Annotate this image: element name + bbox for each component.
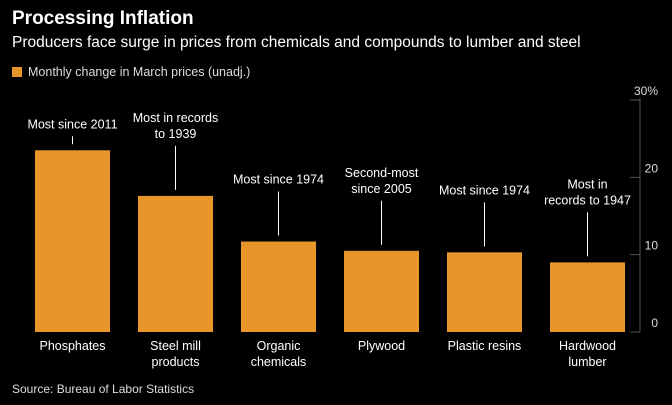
bar xyxy=(344,250,419,332)
chart-title: Processing Inflation xyxy=(12,8,194,29)
x-category-label: Phosphates xyxy=(39,339,105,353)
x-category-label: Plywood xyxy=(358,339,405,353)
annotation-label: Most in records to 1947 xyxy=(544,177,631,207)
legend-swatch xyxy=(12,67,22,77)
source-note: Source: Bureau of Labor Statistics xyxy=(12,382,195,396)
x-category-label: Steel mill products xyxy=(150,339,201,369)
bar xyxy=(241,241,316,332)
annotation-label: Most since 1974 xyxy=(233,173,324,187)
legend: Monthly change in March prices (unadj.) xyxy=(12,65,250,79)
annotation-label: Most in records to 1939 xyxy=(133,111,218,141)
y-tick-label: 0 xyxy=(651,316,658,330)
annotation-label: Second-most since 2005 xyxy=(345,166,419,196)
x-category-label: Plastic resins xyxy=(448,339,522,353)
annotation-label: Most since 1974 xyxy=(439,183,530,197)
y-tick-label: 10 xyxy=(645,239,659,253)
chart-subtitle: Producers face surge in prices from chem… xyxy=(12,34,581,51)
legend-label: Monthly change in March prices (unadj.) xyxy=(28,65,251,79)
x-category-label: Organic chemicals xyxy=(251,339,307,369)
y-tick-label: 30% xyxy=(634,84,658,98)
annotation-label: Most since 2011 xyxy=(27,117,117,131)
y-tick-label: 20 xyxy=(645,161,659,175)
bar xyxy=(550,262,625,332)
x-category-label: Hardwood lumber xyxy=(559,339,616,369)
bar xyxy=(35,150,110,332)
bar xyxy=(138,195,213,332)
bar xyxy=(447,252,522,332)
